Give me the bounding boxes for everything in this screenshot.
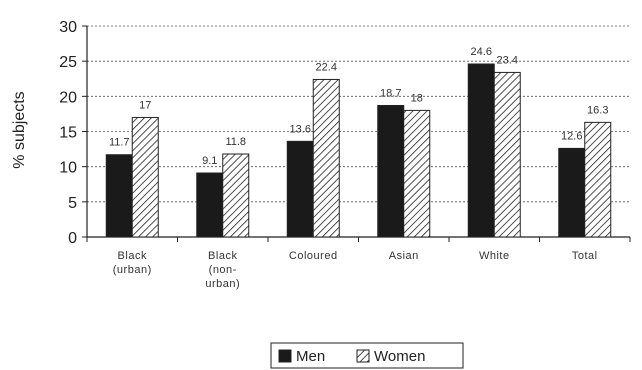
y-tick-label: 25 [59,54,77,71]
category-label: Black [118,250,147,262]
y-tick-label: 5 [68,195,77,212]
category-label: White [479,250,510,262]
bar-women [584,121,612,238]
bar-women [131,116,159,238]
category-label: (urban) [113,264,152,276]
data-label: 12.6 [561,130,582,142]
bars [105,63,612,238]
category-label: Black [208,250,237,262]
bar-men [558,147,586,238]
bar-men [467,63,495,238]
legend-swatch-women [356,349,370,363]
data-label: 22.4 [316,61,337,73]
bar-women [312,78,340,238]
bar-men [105,154,133,238]
legend-swatch-men [278,349,292,363]
data-label: 24.6 [471,46,492,58]
gridlines [87,25,630,203]
data-label: 11.7 [109,137,130,149]
category-label: Total [572,250,598,262]
legend-label-men: Men [296,348,325,365]
bar-women [493,71,521,238]
legend: Men Women [270,342,464,369]
y-axis-label: % subjects [11,91,28,168]
bar-women [403,109,431,238]
category-labels: Black (urban) Black (non-urban) Coloured Asia… [113,250,598,290]
bar-men [286,140,314,238]
y-tick-label: 30 [59,19,77,36]
legend-label-women: Women [374,348,425,365]
bar-men [377,104,405,238]
bar-women [222,153,250,238]
category-label: Coloured [289,250,338,262]
data-labels: 11.7 17 9.1 11.8 13.6 22.4 18.7 18 24.6 23.4 12.6 1… [109,46,609,167]
data-label: 18 [411,92,423,104]
y-tick-label: 20 [59,89,77,106]
axes: 0 5 10 15 20 25 30 [59,19,631,247]
y-tick-label: 0 [68,230,77,247]
data-label: 11.8 [225,136,246,148]
data-label: 9.1 [202,155,217,167]
y-tick-label: 15 [59,125,77,142]
category-label: (non- [209,264,237,276]
bar-men [196,172,224,238]
data-label: 23.4 [497,54,518,66]
data-label: 16.3 [587,104,608,116]
data-label: 13.6 [290,123,311,135]
y-tick-label: 10 [59,160,77,177]
category-label: urban) [205,278,240,290]
data-label: 18.7 [380,87,401,99]
data-label: 17 [139,99,151,111]
category-label: Asian [389,250,419,262]
